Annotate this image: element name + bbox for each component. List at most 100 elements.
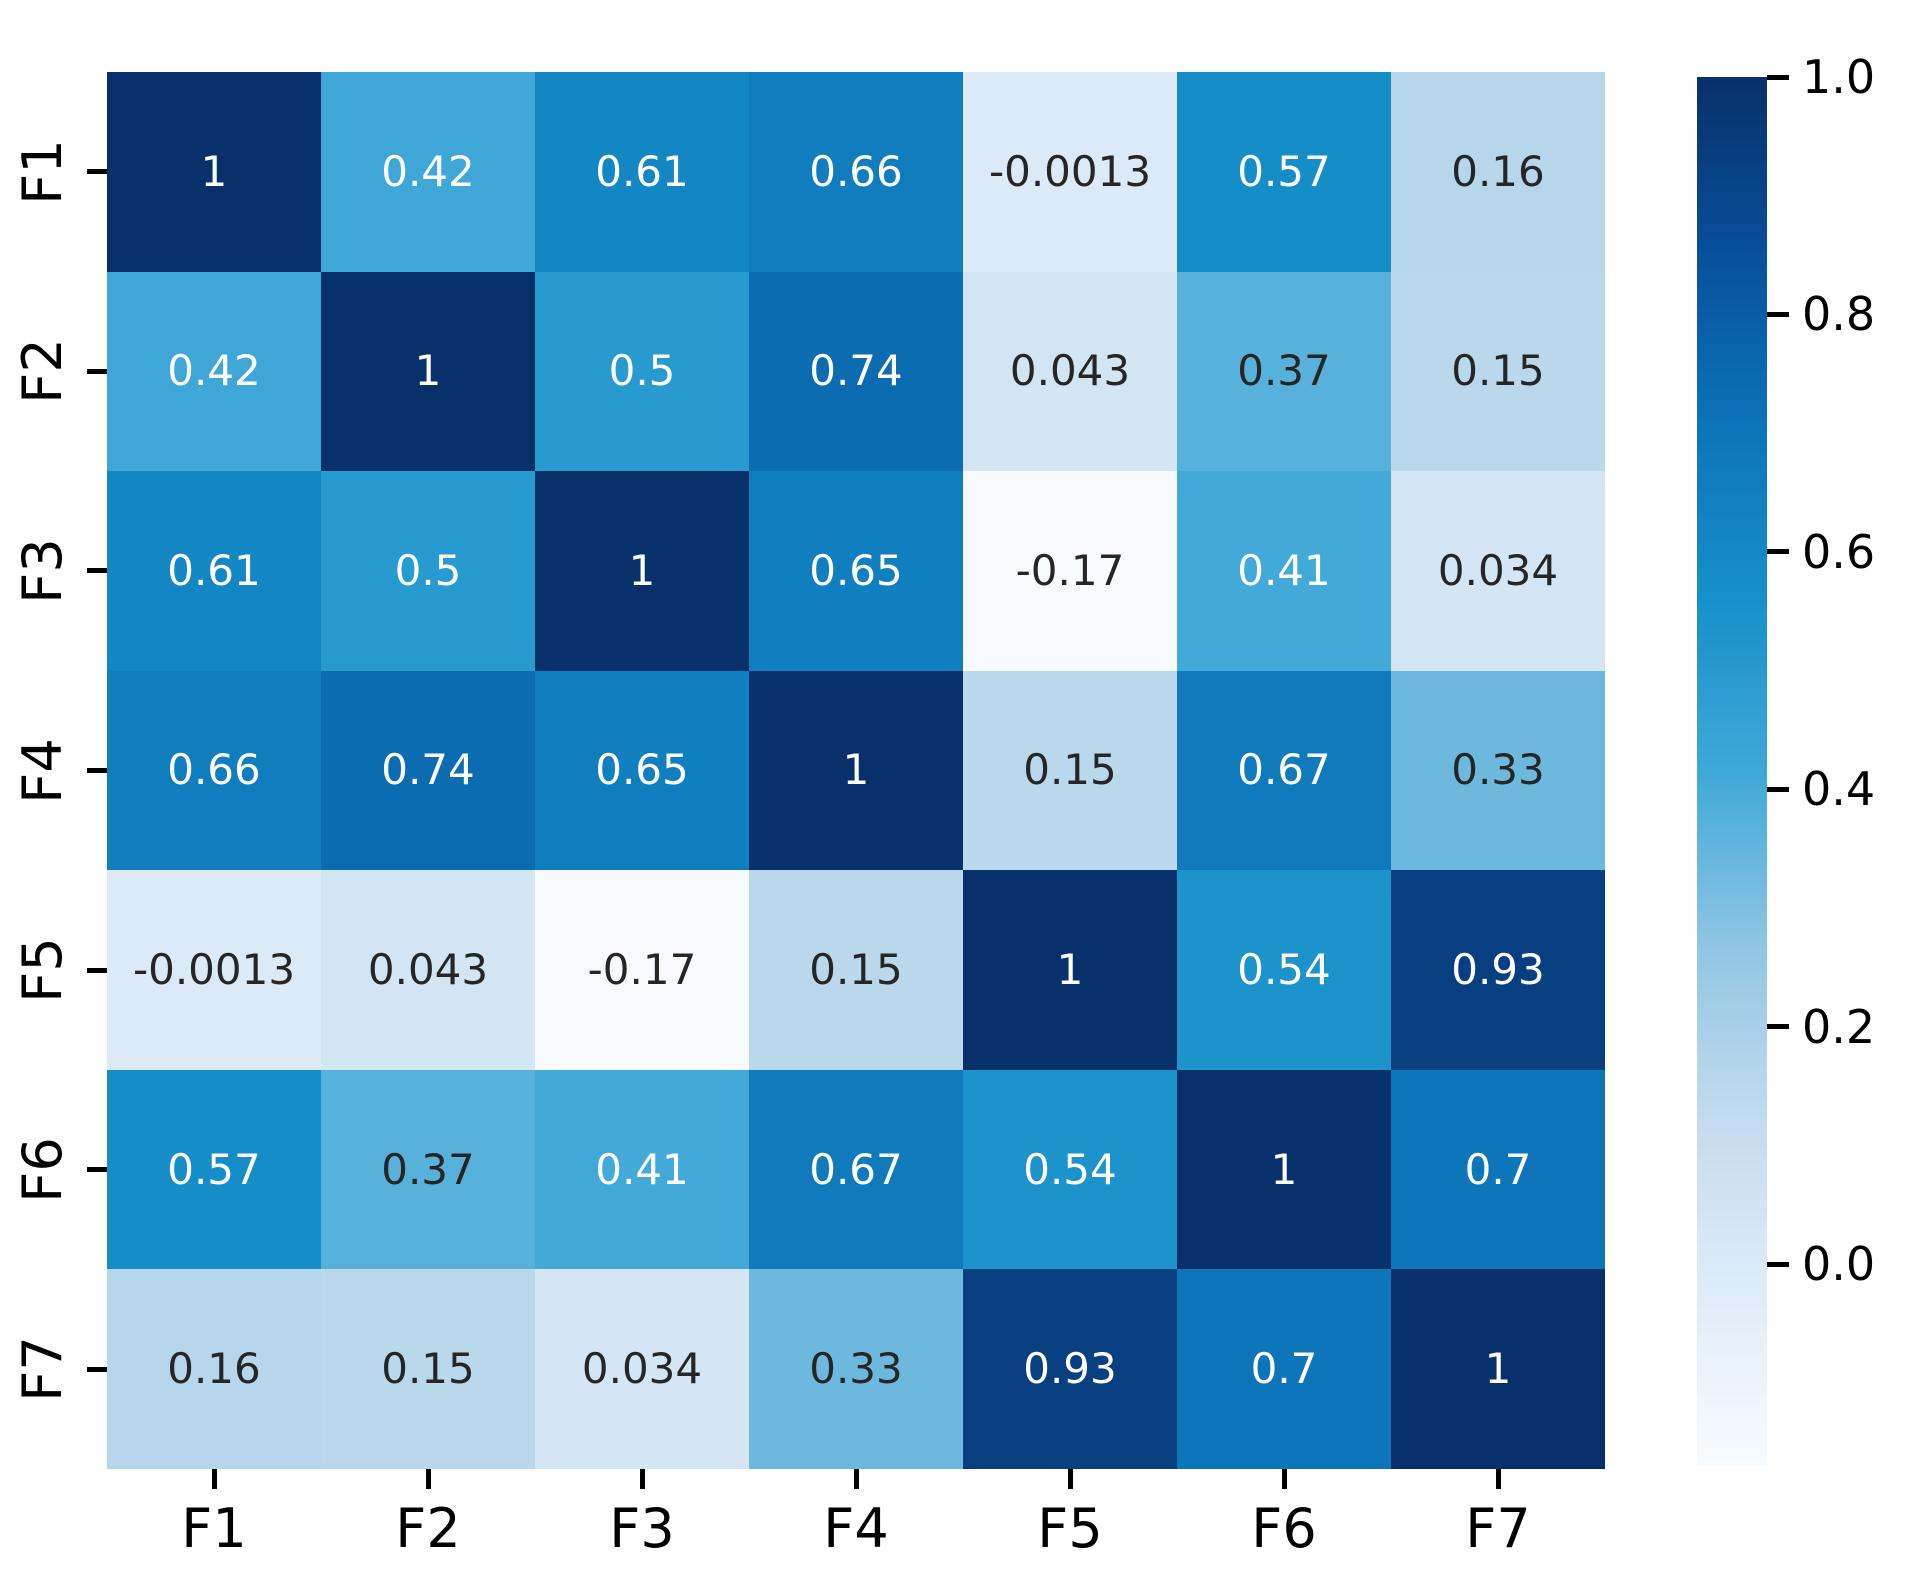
cell-value: 0.57 — [167, 1144, 261, 1194]
y-axis-tick-mark — [87, 967, 107, 973]
x-axis-tick-label: F5 — [1037, 1497, 1103, 1560]
heatmap-cell: 0.61 — [535, 72, 749, 272]
cell-value: 0.67 — [1237, 745, 1331, 795]
heatmap: 1 0.42 0.61 0.66 -0.0013 0.57 0.16 0.42 1 0.5 0.74… — [107, 72, 1605, 1469]
x-axis-tick-label: F3 — [609, 1497, 675, 1560]
heatmap-cell: 0.16 — [107, 1269, 321, 1469]
heatmap-cell: 0.74 — [321, 670, 535, 871]
cell-value: 0.15 — [381, 1344, 475, 1394]
cell-value: 0.16 — [167, 1344, 261, 1394]
cell-value: 0.7 — [1250, 1344, 1318, 1394]
heatmap-cell: 0.33 — [749, 1269, 963, 1469]
heatmap-cell: 0.37 — [1177, 271, 1391, 472]
y-axis-tick-label: F1 — [11, 139, 74, 205]
heatmap-cell: 0.034 — [1391, 471, 1605, 671]
x-axis-tick-label: F4 — [823, 1497, 889, 1560]
colorbar-tick-mark — [1767, 311, 1789, 317]
cell-value: 0.61 — [595, 146, 689, 196]
colorbar-tick-label: 0.2 — [1802, 999, 1876, 1054]
heatmap-cell: 0.93 — [963, 1269, 1177, 1469]
y-axis-tick-label: F2 — [11, 338, 74, 405]
cell-value: 0.57 — [1237, 146, 1331, 196]
cell-value: 1 — [1270, 1144, 1298, 1194]
cell-value: 0.61 — [167, 545, 261, 595]
x-axis-tick-mark — [1067, 1469, 1073, 1489]
colorbar-tick-label: 0.0 — [1802, 1237, 1876, 1292]
heatmap-cell: -0.0013 — [107, 870, 321, 1070]
cell-value: 0.41 — [1237, 545, 1331, 595]
heatmap-cell: 0.16 — [1391, 72, 1605, 272]
heatmap-cell: 0.034 — [535, 1269, 749, 1469]
heatmap-cell: 1 — [107, 72, 321, 272]
heatmap-cell: 0.66 — [107, 670, 321, 871]
heatmap-cell: 0.54 — [963, 1069, 1177, 1270]
heatmap-cell: 0.66 — [749, 72, 963, 272]
colorbar — [1697, 77, 1767, 1466]
x-axis-tick-label: F1 — [181, 1497, 247, 1560]
heatmap-cell: 1 — [321, 271, 535, 472]
heatmap-cell: 0.33 — [1391, 670, 1605, 871]
colorbar-tick-mark — [1767, 74, 1789, 80]
y-axis-tick-mark — [87, 1366, 107, 1372]
heatmap-cell: 1 — [1391, 1269, 1605, 1469]
heatmap-cell: 0.42 — [107, 271, 321, 472]
cell-value: 0.15 — [809, 945, 903, 995]
y-axis-tick-label: F6 — [11, 1136, 74, 1203]
cell-value: 0.67 — [809, 1144, 903, 1194]
cell-value: 0.65 — [595, 745, 689, 795]
cell-value: 0.65 — [809, 545, 903, 595]
x-axis-tick-mark — [1495, 1469, 1501, 1489]
cell-value: 0.15 — [1023, 745, 1117, 795]
heatmap-cell: 0.61 — [107, 471, 321, 671]
cell-value: 0.034 — [581, 1344, 703, 1394]
y-axis-tick-mark — [87, 169, 107, 175]
heatmap-cell: 0.41 — [535, 1069, 749, 1270]
heatmap-cell: 0.37 — [321, 1069, 535, 1270]
cell-value: 1 — [842, 745, 870, 795]
cell-value: 0.5 — [608, 346, 676, 396]
colorbar-tick-label: 1.0 — [1802, 50, 1876, 104]
heatmap-cell: 0.67 — [1177, 670, 1391, 871]
heatmap-cell: 0.57 — [1177, 72, 1391, 272]
x-axis-tick-label: F6 — [1251, 1497, 1317, 1560]
cell-value: 0.74 — [809, 346, 903, 396]
heatmap-cell: 1 — [1177, 1069, 1391, 1270]
heatmap-cell: 0.42 — [321, 72, 535, 272]
y-axis-tick-mark — [87, 768, 107, 773]
cell-value: 1 — [628, 545, 656, 595]
cell-value: 0.034 — [1437, 545, 1559, 595]
heatmap-cell: 0.15 — [963, 670, 1177, 871]
cell-value: 0.33 — [1451, 745, 1545, 795]
x-axis-tick-mark — [639, 1469, 645, 1489]
heatmap-cell: 0.15 — [749, 870, 963, 1070]
x-axis-tick-mark — [425, 1469, 431, 1489]
cell-value: 0.93 — [1023, 1344, 1117, 1394]
heatmap-cell: 1 — [749, 670, 963, 871]
cell-value: 0.7 — [1464, 1144, 1532, 1194]
cell-value: 1 — [1056, 945, 1084, 995]
y-axis-tick-label: F3 — [11, 538, 74, 604]
heatmap-cell: 0.7 — [1177, 1269, 1391, 1469]
cell-value: 0.54 — [1237, 945, 1331, 995]
colorbar-tick-label: 0.4 — [1802, 762, 1876, 817]
cell-value: 0.15 — [1451, 346, 1545, 396]
cell-value: 0.66 — [809, 146, 903, 196]
y-axis-tick-mark — [87, 568, 107, 574]
heatmap-cell: 1 — [535, 471, 749, 671]
cell-value: 0.5 — [394, 545, 462, 595]
cell-value: 0.16 — [1451, 146, 1545, 196]
y-axis-tick-label: F4 — [11, 737, 74, 804]
y-axis-tick-label: F7 — [11, 1336, 74, 1402]
heatmap-cell: 0.65 — [749, 471, 963, 671]
heatmap-cell: 0.15 — [321, 1269, 535, 1469]
heatmap-cell: 0.41 — [1177, 471, 1391, 671]
heatmap-cell: 0.5 — [321, 471, 535, 671]
heatmap-cell: 0.54 — [1177, 870, 1391, 1070]
cell-value: 0.54 — [1023, 1144, 1117, 1194]
cell-value: 0.043 — [367, 945, 489, 995]
colorbar-tick-mark — [1767, 786, 1789, 792]
cell-value: 0.66 — [167, 745, 261, 795]
heatmap-cell: -0.0013 — [963, 72, 1177, 272]
cell-value: -0.0013 — [132, 945, 296, 995]
